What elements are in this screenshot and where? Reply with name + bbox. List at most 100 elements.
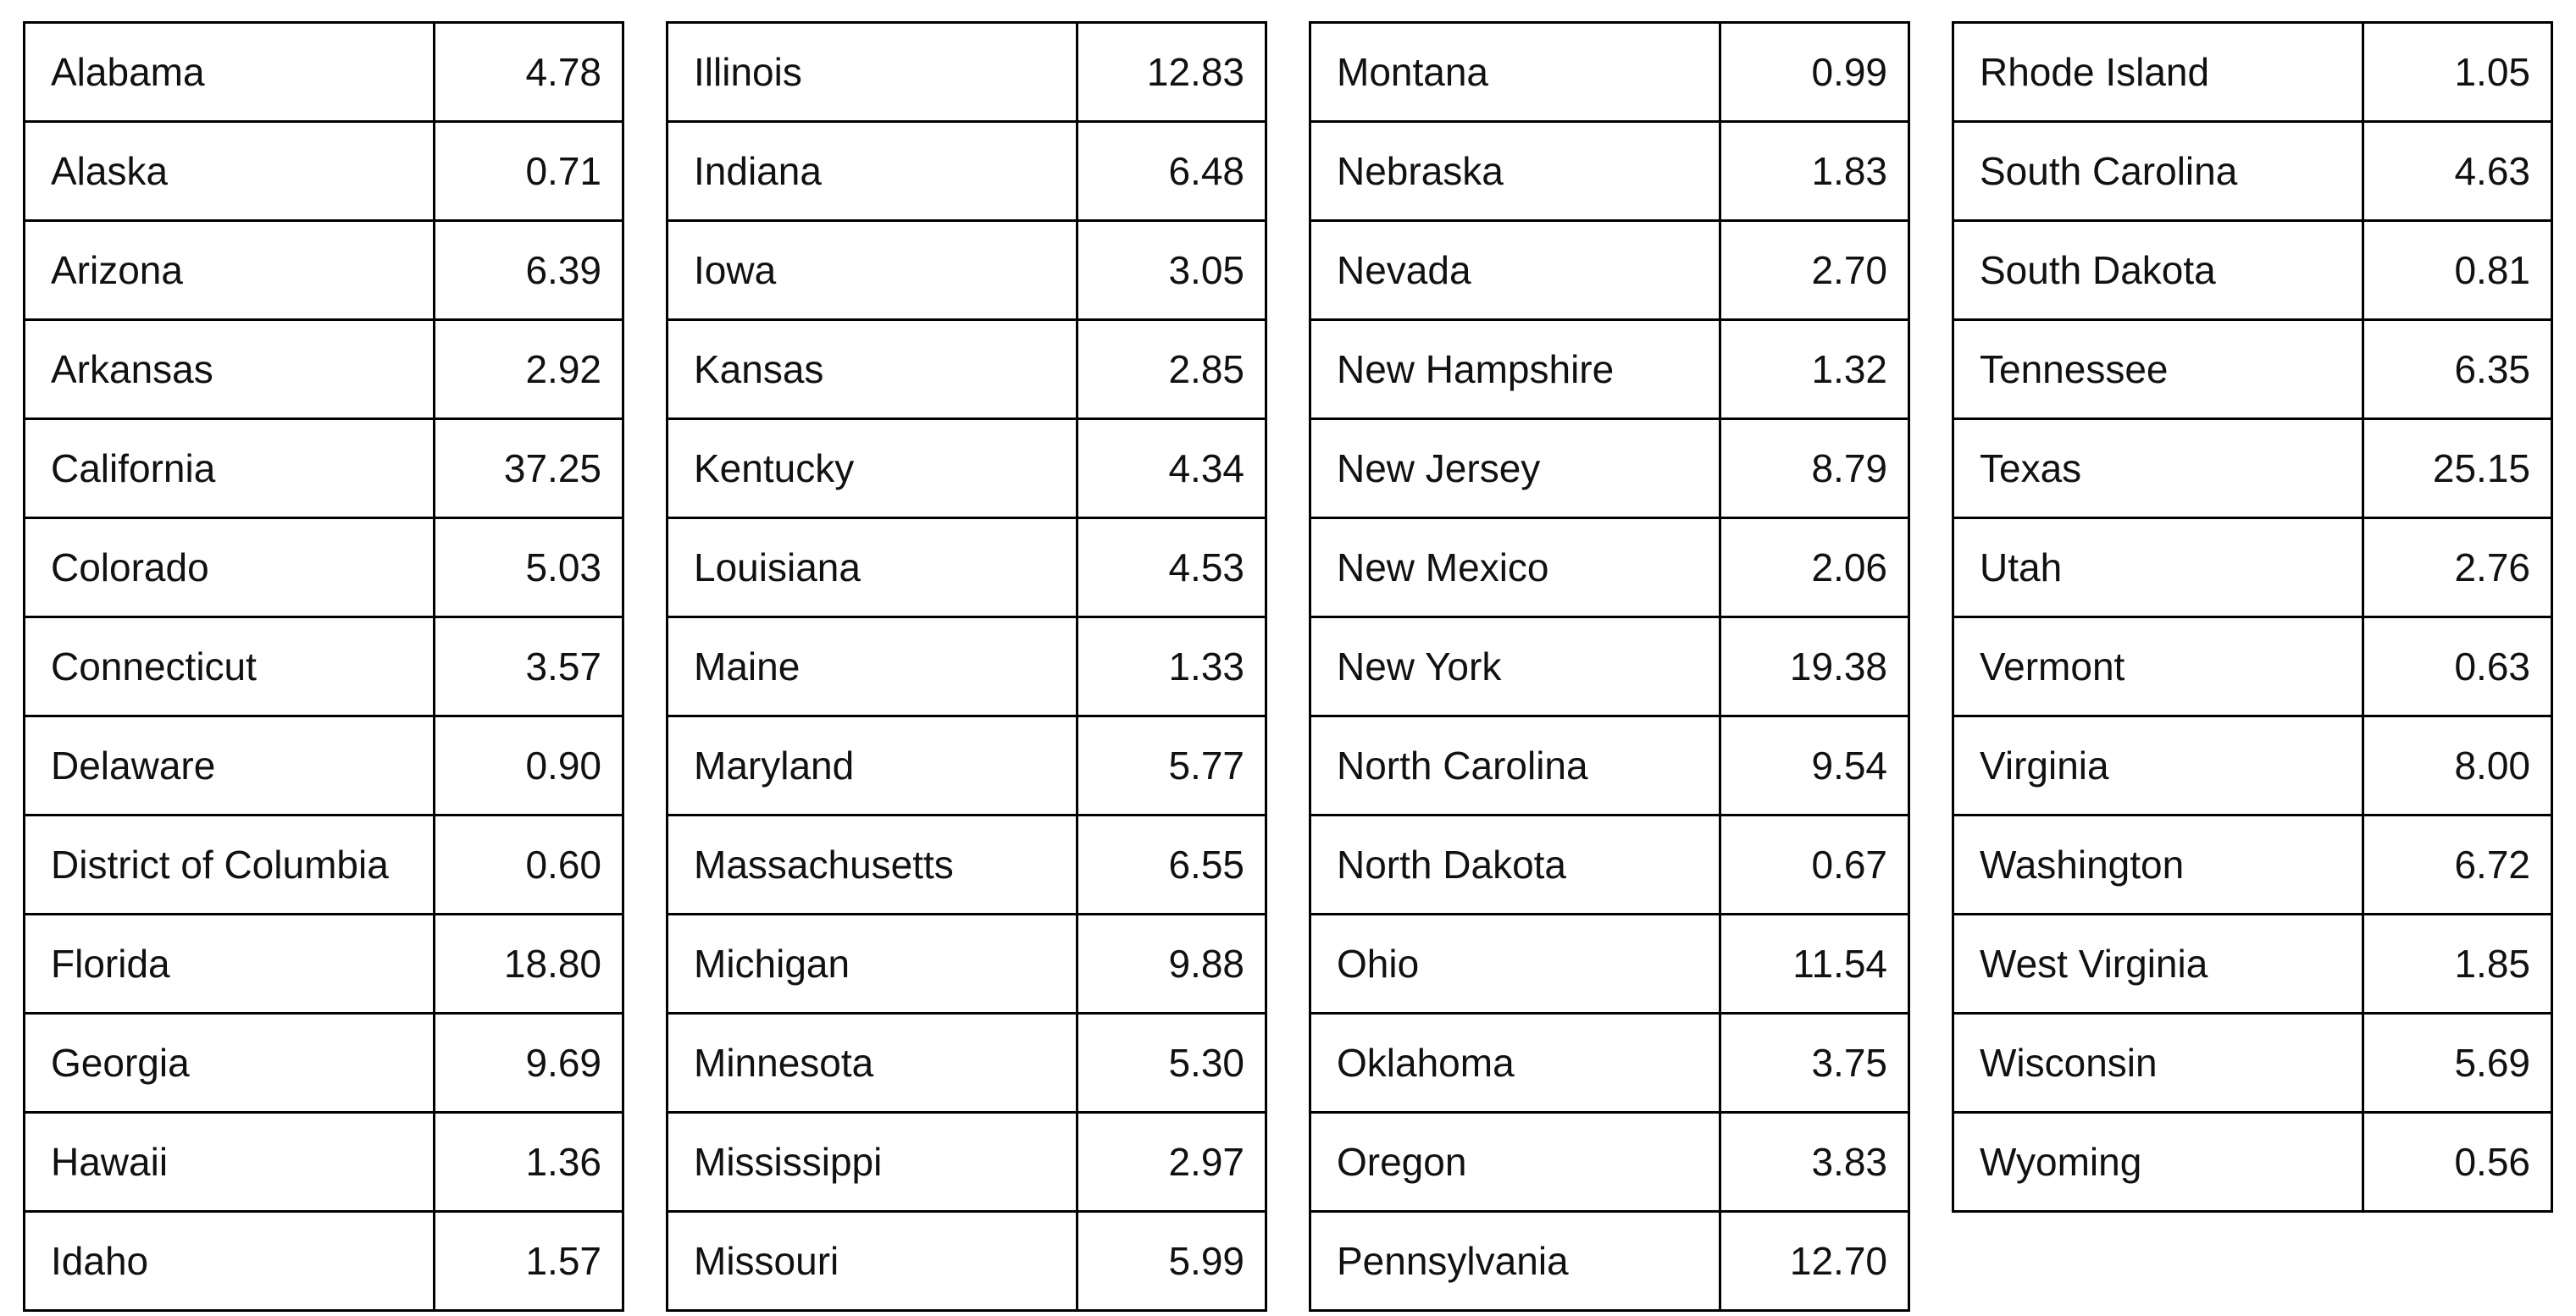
table-row: Florida 18.80 [23,913,624,1015]
state-value-cell: 8.00 [2362,715,2553,816]
state-name-cell: Pennsylvania [1309,1210,1721,1312]
state-value-cell: 2.76 [2362,517,2553,618]
state-value-cell: 0.81 [2362,219,2553,321]
table-row: Kentucky 4.34 [666,417,1267,519]
state-value-cell: 0.60 [433,814,624,915]
state-value-cell: 3.75 [1719,1012,1910,1114]
table-row: Oregon 3.83 [1309,1111,1910,1213]
table-row: Wyoming 0.56 [1952,1111,2553,1213]
table-row: Ohio 11.54 [1309,913,1910,1015]
state-value-cell: 18.80 [433,913,624,1015]
state-name-cell: Missouri [666,1210,1078,1312]
table-row: Maine 1.33 [666,616,1267,717]
table-row: Nebraska 1.83 [1309,120,1910,222]
state-name-cell: Minnesota [666,1012,1078,1114]
table-row: North Dakota 0.67 [1309,814,1910,915]
state-name-cell: Ohio [1309,913,1721,1015]
state-value-cell: 0.71 [433,120,624,222]
table-row: Rhode Island 1.05 [1952,21,2553,123]
state-name-cell: Kansas [666,318,1078,420]
state-name-cell: Arkansas [23,318,435,420]
state-name-cell: South Carolina [1952,120,2364,222]
state-name-cell: Hawaii [23,1111,435,1213]
state-value-cell: 11.54 [1719,913,1910,1015]
state-name-cell: Texas [1952,417,2364,519]
table-row: Maryland 5.77 [666,715,1267,816]
table-row: Arizona 6.39 [23,219,624,321]
state-name-cell: Nevada [1309,219,1721,321]
state-value-cell: 6.48 [1076,120,1267,222]
state-value-cell: 0.63 [2362,616,2553,717]
table-row: District of Columbia 0.60 [23,814,624,915]
state-name-cell: Tennessee [1952,318,2364,420]
table-row: Michigan 9.88 [666,913,1267,1015]
table-row: Connecticut 3.57 [23,616,624,717]
state-value-cell: 19.38 [1719,616,1910,717]
state-value-cell: 6.35 [2362,318,2553,420]
state-value-cell: 3.05 [1076,219,1267,321]
table-row: New York 19.38 [1309,616,1910,717]
state-name-cell: Connecticut [23,616,435,717]
state-value-cell: 1.33 [1076,616,1267,717]
state-value-cell: 1.36 [433,1111,624,1213]
state-table-3: Montana 0.99 Nebraska 1.83 Nevada 2.70 New Ham… [1309,21,1910,1312]
state-name-cell: Rhode Island [1952,21,2364,123]
state-value-cell: 6.39 [433,219,624,321]
state-table-1: Alabama 4.78 Alaska 0.71 Arizona 6.39 Arkansas… [23,21,624,1312]
state-value-cell: 2.97 [1076,1111,1267,1213]
table-row: Oklahoma 3.75 [1309,1012,1910,1114]
table-row: Utah 2.76 [1952,517,2553,618]
state-value-cell: 1.05 [2362,21,2553,123]
state-name-cell: Nebraska [1309,120,1721,222]
state-value-cell: 5.99 [1076,1210,1267,1312]
state-name-cell: South Dakota [1952,219,2364,321]
state-name-cell: West Virginia [1952,913,2364,1015]
state-value-cell: 37.25 [433,417,624,519]
table-row: Montana 0.99 [1309,21,1910,123]
state-name-cell: Maine [666,616,1078,717]
state-value-cell: 5.30 [1076,1012,1267,1114]
state-value-cell: 1.85 [2362,913,2553,1015]
table-row: Alaska 0.71 [23,120,624,222]
table-row: Kansas 2.85 [666,318,1267,420]
table-row: Washington 6.72 [1952,814,2553,915]
state-value-cell: 2.85 [1076,318,1267,420]
table-row: Delaware 0.90 [23,715,624,816]
state-name-cell: Indiana [666,120,1078,222]
state-name-cell: California [23,417,435,519]
table-row: Idaho 1.57 [23,1210,624,1312]
state-name-cell: Mississippi [666,1111,1078,1213]
state-name-cell: Massachusetts [666,814,1078,915]
table-row: Virginia 8.00 [1952,715,2553,816]
table-row: Hawaii 1.36 [23,1111,624,1213]
state-name-cell: Idaho [23,1210,435,1312]
state-name-cell: Delaware [23,715,435,816]
state-value-cell: 6.55 [1076,814,1267,915]
state-name-cell: Virginia [1952,715,2364,816]
state-name-cell: New Hampshire [1309,318,1721,420]
state-name-cell: Michigan [666,913,1078,1015]
state-value-cell: 4.63 [2362,120,2553,222]
state-value-cell: 4.34 [1076,417,1267,519]
table-row: North Carolina 9.54 [1309,715,1910,816]
state-name-cell: Iowa [666,219,1078,321]
state-name-cell: Maryland [666,715,1078,816]
state-value-cell: 25.15 [2362,417,2553,519]
state-name-cell: New Jersey [1309,417,1721,519]
table-row: Pennsylvania 12.70 [1309,1210,1910,1312]
state-value-cell: 9.88 [1076,913,1267,1015]
state-name-cell: Alabama [23,21,435,123]
table-row: Iowa 3.05 [666,219,1267,321]
table-row: Massachusetts 6.55 [666,814,1267,915]
state-value-cell: 2.70 [1719,219,1910,321]
table-row: Missouri 5.99 [666,1210,1267,1312]
state-value-cell: 4.78 [433,21,624,123]
state-value-cell: 2.06 [1719,517,1910,618]
state-name-cell: Alaska [23,120,435,222]
state-name-cell: Oklahoma [1309,1012,1721,1114]
table-row: Arkansas 2.92 [23,318,624,420]
state-value-cell: 9.54 [1719,715,1910,816]
table-row: South Carolina 4.63 [1952,120,2553,222]
state-name-cell: Colorado [23,517,435,618]
